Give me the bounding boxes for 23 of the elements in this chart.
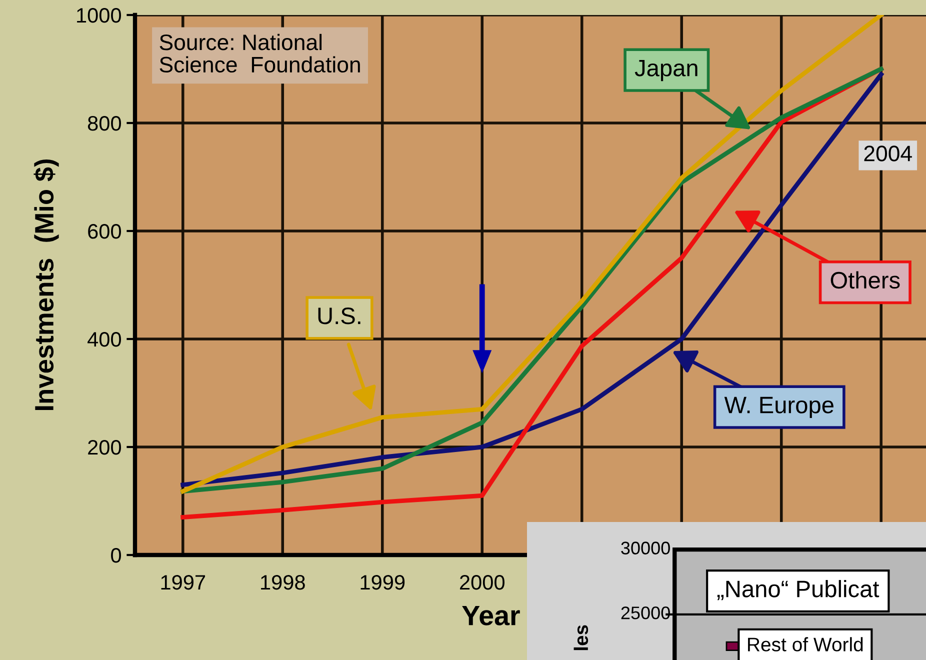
- y-tick-label: 0: [111, 548, 121, 563]
- y-axis-title: Investments (Mio $): [34, 159, 59, 410]
- text: Rest of World: [748, 637, 863, 652]
- text: les: [574, 625, 588, 650]
- y-tick-label: 200: [88, 440, 121, 455]
- y-tick-label: 1000: [77, 8, 121, 23]
- legend-label: W. Europe: [724, 396, 834, 418]
- text: 25000: [621, 606, 670, 620]
- y-tick-label: 800: [88, 116, 121, 131]
- y-tick-label: 400: [88, 332, 121, 347]
- x-axis-title: Year: [462, 606, 520, 626]
- annotation: 30000: [621, 542, 670, 554]
- y-tick-label: 600: [88, 224, 121, 239]
- x-tick-label: 1997: [161, 574, 206, 590]
- text: Japan: [634, 60, 698, 82]
- x-tick-label: 1999: [360, 574, 405, 590]
- text: Others: [830, 271, 900, 289]
- text: U.S.: [318, 308, 360, 324]
- annotation: 2004: [864, 146, 912, 162]
- annotation: Source: National Science Foundation: [160, 34, 360, 73]
- x-tick-label: 1998: [261, 574, 305, 590]
- text: „Nano“ Publicat: [717, 580, 880, 600]
- x-tick-label: 2000: [460, 574, 504, 590]
